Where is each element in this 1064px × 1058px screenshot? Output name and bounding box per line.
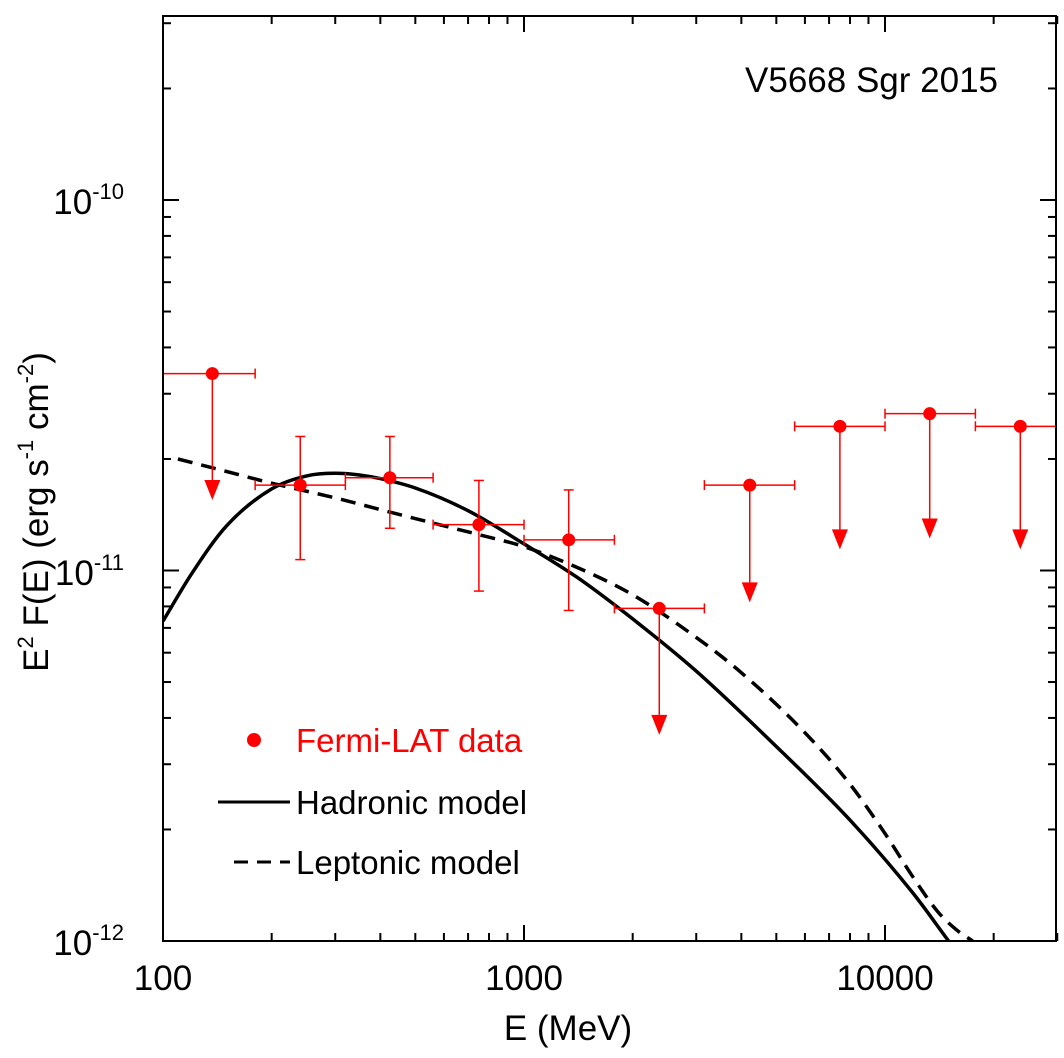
y-axis-title-sup3: -2 [13,364,38,384]
x-tick-label-100: 100 [134,959,192,998]
y-tick-label-1e-10: 10-10 [53,179,124,222]
y-axis-title-main: F(E) (erg s [17,459,56,636]
data-point-marker [383,471,397,485]
legend-marker-fermi [247,733,261,747]
data-point-10 [974,419,1056,550]
x-tick-label-1000: 1000 [485,959,563,998]
minor-ticks [163,16,1059,941]
data-point-3 [344,435,434,530]
data-point-marker [1013,419,1027,433]
data-point-marker [293,478,307,492]
data-point-9 [884,407,977,539]
y-tick-base: 10 [53,183,92,222]
y-tick-base: 10 [55,554,94,593]
y-tick-exp: -10 [92,179,124,204]
legend-label-fermi: Fermi-LAT data [296,722,523,759]
data-points-layer [162,367,1056,735]
data-point-7 [703,478,796,603]
data-point-1 [162,367,256,500]
y-tick-exp: -11 [94,550,124,575]
x-axis-title: E (MeV) [504,1009,632,1048]
data-point-marker [923,407,937,421]
upper-limit-arrow [741,582,758,603]
y-axis-title-end: ) [17,352,56,364]
series-layer [163,457,974,941]
y-tick-exp: -12 [92,920,124,945]
chart-title: V5668 Sgr 2015 [745,61,998,100]
hadronic-model-curve [163,471,951,941]
data-point-4 [432,479,525,592]
y-axis-title-sup2: -1 [13,440,38,460]
data-point-marker [833,419,847,433]
legend-label-hadronic: Hadronic model [296,784,527,821]
legend: Fermi-LAT data Hadronic model Leptonic m… [218,722,527,881]
data-point-2 [254,435,347,561]
y-axis-title-mid: cm [17,383,56,439]
upper-limit-arrow [204,479,221,500]
y-axis-title-prefix: E [17,649,56,672]
y-tick-base: 10 [53,924,92,963]
leptonic-model-curve [177,457,974,941]
data-point-marker [205,367,219,381]
data-point-6 [613,601,706,735]
y-axis-title: E2 F(E) (erg s-1 cm-2) [13,352,56,672]
data-point-marker [562,533,576,547]
data-point-5 [523,489,616,612]
legend-label-leptonic: Leptonic model [296,844,520,881]
upper-limit-arrow [651,714,668,735]
y-axis-title-sup1: 2 [13,636,38,648]
x-tick-label-10000: 10000 [836,959,933,998]
data-point-marker [652,601,666,615]
upper-limit-arrow [1012,529,1029,550]
y-tick-label-1e-11: 10-11 [55,550,124,593]
upper-limit-arrow [831,529,848,550]
data-point-marker [472,518,486,532]
data-point-8 [793,419,886,550]
upper-limit-arrow [921,518,938,539]
y-tick-label-1e-12: 10-12 [53,920,124,963]
data-point-marker [743,478,757,492]
plot-frame [162,15,1057,942]
